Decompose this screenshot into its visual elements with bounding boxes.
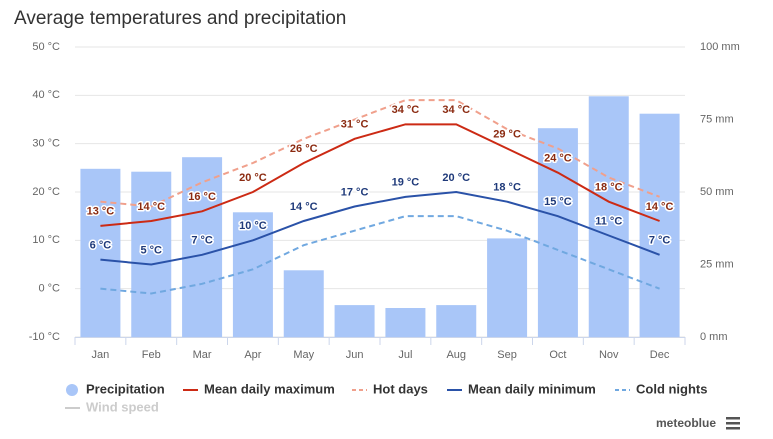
legend-item[interactable]: Hot days xyxy=(352,381,428,396)
data-label: 7 °C xyxy=(649,235,671,247)
x-tick-label: Apr xyxy=(244,349,261,361)
x-tick-label: Jul xyxy=(398,349,412,361)
data-label: 17 °C xyxy=(341,186,369,198)
data-label: 26 °C xyxy=(290,143,318,155)
bar xyxy=(385,308,426,337)
data-label: 19 °C xyxy=(392,177,420,189)
y-tick-label: 10 °C xyxy=(32,234,60,246)
y-tick-label: 0 °C xyxy=(38,283,60,295)
x-tick-label: Oct xyxy=(549,349,566,361)
line xyxy=(100,190,660,266)
credit[interactable]: meteoblue xyxy=(656,416,716,430)
menu-icon[interactable] xyxy=(726,417,740,430)
data-label: 34 °C xyxy=(442,104,470,116)
legend-item[interactable]: Mean daily minimum xyxy=(447,381,596,396)
data-label: 31 °C xyxy=(341,119,369,131)
legend-label: Mean daily maximum xyxy=(204,381,335,396)
bar xyxy=(436,305,477,337)
data-label: 29 °C xyxy=(493,128,521,140)
y-tick-label: 40 °C xyxy=(32,89,60,101)
x-tick-label: Feb xyxy=(142,349,161,361)
data-label: 15 °C xyxy=(544,196,572,208)
legend-label: Hot days xyxy=(373,381,428,396)
legend-label: Mean daily minimum xyxy=(468,381,596,396)
line xyxy=(100,215,660,295)
data-label: 18 °C xyxy=(595,182,623,194)
legend-item[interactable]: Mean daily maximum xyxy=(183,381,335,396)
data-label: 14 °C xyxy=(137,201,165,213)
bar xyxy=(131,171,172,337)
legend-item[interactable]: Cold nights xyxy=(615,381,708,396)
data-label: 24 °C xyxy=(544,153,572,165)
data-label: 11 °C xyxy=(595,215,622,227)
x-tick-label: Nov xyxy=(599,349,619,361)
data-label: 13 °C xyxy=(87,206,115,218)
data-label: 18 °C xyxy=(493,182,521,194)
x-tick-label: Mar xyxy=(193,349,212,361)
grid xyxy=(75,46,685,338)
y-tick-label: 50 °C xyxy=(32,41,60,53)
y-tick-label: 30 °C xyxy=(32,138,60,150)
line xyxy=(100,99,660,208)
y2-tick-label: 75 mm xyxy=(700,113,734,125)
bar xyxy=(537,128,578,337)
legend-label: Cold nights xyxy=(636,381,708,396)
x-tick-label: May xyxy=(293,349,314,361)
data-label: 7 °C xyxy=(191,235,213,247)
x-tick-label: Sep xyxy=(497,349,517,361)
data-label: 14 °C xyxy=(646,201,674,213)
legend-symbol xyxy=(66,384,78,396)
y2-tick-label: 25 mm xyxy=(700,258,734,270)
y2-tick-label: 0 mm xyxy=(700,331,728,343)
bar xyxy=(588,96,629,337)
data-label: 20 °C xyxy=(239,172,267,184)
bar xyxy=(182,157,223,337)
data-label: 6 °C xyxy=(90,240,112,252)
y2-tick-label: 100 mm xyxy=(700,41,740,53)
data-label: 20 °C xyxy=(442,172,470,184)
legend-item[interactable]: Precipitation xyxy=(66,381,165,396)
x-tick-label: Jun xyxy=(346,349,364,361)
y-tick-label: 20 °C xyxy=(32,186,60,198)
data-label: 5 °C xyxy=(140,244,162,256)
x-tick-label: Jan xyxy=(92,349,110,361)
bar xyxy=(334,305,375,337)
bar xyxy=(80,168,121,337)
bar xyxy=(487,238,528,337)
legend-label: Wind speed xyxy=(86,399,159,414)
x-tick-label: Aug xyxy=(446,349,466,361)
legend-label: Precipitation xyxy=(86,381,165,396)
bar xyxy=(232,212,273,337)
y-tick-label: -10 °C xyxy=(29,331,60,343)
data-label: 16 °C xyxy=(188,191,216,203)
chart-title: Average temperatures and precipitation xyxy=(14,8,346,29)
data-label: 34 °C xyxy=(392,104,420,116)
legend-item[interactable]: Wind speed xyxy=(65,399,159,414)
bar xyxy=(639,113,680,337)
y2-tick-label: 50 mm xyxy=(700,186,734,198)
data-label: 14 °C xyxy=(290,201,318,213)
bar xyxy=(283,270,324,337)
line xyxy=(100,123,660,227)
data-label: 10 °C xyxy=(239,220,267,232)
x-tick-label: Dec xyxy=(650,349,670,361)
